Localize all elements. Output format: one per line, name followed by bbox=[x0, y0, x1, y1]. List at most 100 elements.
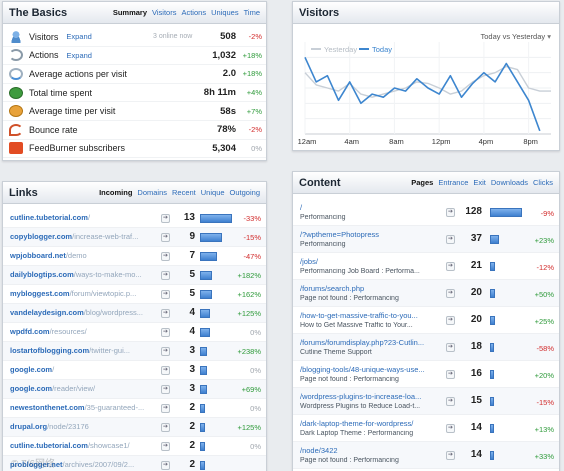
dropdown-arrow-icon: ▾ bbox=[547, 32, 551, 41]
page-url-link[interactable]: /wordpress-plugins-to-increase-loa... bbox=[300, 392, 422, 401]
page-url-link[interactable]: /?wptheme=Photopress bbox=[300, 230, 380, 239]
page-url-link[interactable]: /forums/search.php bbox=[300, 284, 365, 293]
referrer-link[interactable]: dailyblogtips.com/ways-to-make-mo... bbox=[10, 270, 158, 279]
page-url-link[interactable]: /blogging-tools/48-unique-ways-use... bbox=[300, 365, 425, 374]
open-link-icon[interactable]: ➔ bbox=[161, 404, 170, 413]
x-tick-label: 8am bbox=[389, 137, 404, 146]
tab-domains[interactable]: Domains bbox=[137, 188, 167, 197]
tab-actions[interactable]: Actions bbox=[181, 8, 207, 17]
open-link-icon[interactable]: ➔ bbox=[446, 343, 455, 352]
open-link-icon[interactable]: ➔ bbox=[161, 233, 170, 242]
referrer-domain: mybloggest.com bbox=[10, 289, 70, 298]
page-url-link[interactable]: /how-to-get-massive-traffic-to-you... bbox=[300, 311, 418, 320]
referrer-link[interactable]: vandelaydesign.com/blog/wordpress... bbox=[10, 308, 158, 317]
open-link-icon[interactable]: ➔ bbox=[161, 309, 170, 318]
page-url-link[interactable]: /dark-laptop-theme-for-wordpress/ bbox=[300, 419, 414, 428]
referrer-link[interactable]: wpdfd.com/resources/ bbox=[10, 327, 158, 336]
referrer-link[interactable]: google.com/ bbox=[10, 365, 158, 374]
tab-summary[interactable]: Summary bbox=[112, 8, 148, 17]
content-title: Content bbox=[299, 176, 341, 189]
open-link-icon[interactable]: ➔ bbox=[446, 397, 455, 406]
referrer-path: /blog/wordpress... bbox=[83, 308, 143, 317]
open-link-icon[interactable]: ➔ bbox=[161, 461, 170, 470]
content-row: /forums/search.php Page not found : Perfo… bbox=[293, 280, 559, 307]
links-tabs: Incoming Domains Recent Unique Outgoing bbox=[99, 188, 260, 197]
referrer-path: /forum/viewtopic.p... bbox=[69, 289, 137, 298]
link-row: mybloggest.com/forum/viewtopic.p... ➔ 5 +16… bbox=[3, 285, 266, 304]
open-link-icon[interactable]: ➔ bbox=[446, 289, 455, 298]
open-link-icon[interactable]: ➔ bbox=[446, 235, 455, 244]
open-link-icon[interactable]: ➔ bbox=[161, 385, 170, 394]
tab-unique[interactable]: Unique bbox=[200, 188, 225, 197]
change-percent: +125% bbox=[237, 423, 261, 432]
tab-time[interactable]: Time bbox=[243, 8, 260, 17]
referrer-domain: vandelaydesign.com bbox=[10, 308, 84, 317]
page-url-link[interactable]: /node/3422 bbox=[300, 446, 338, 455]
open-link-icon[interactable]: ➔ bbox=[446, 451, 455, 460]
referrer-link[interactable]: drupal.org/node/23176 bbox=[10, 422, 158, 431]
tab-incoming[interactable]: Incoming bbox=[99, 188, 133, 197]
link-count-bar bbox=[200, 347, 208, 356]
basics-row: Average time per visit 58s +7% bbox=[3, 102, 266, 121]
open-link-icon[interactable]: ➔ bbox=[446, 262, 455, 271]
period-selector[interactable]: Today vs Yesterday ▾ bbox=[481, 32, 552, 41]
expand-link[interactable]: Expand bbox=[66, 32, 92, 42]
link-row: dailyblogtips.com/ways-to-make-mo... ➔ 5 +1… bbox=[3, 266, 266, 285]
referrer-link[interactable]: newestonthenet.com/35-guaranteed-... bbox=[10, 403, 158, 412]
referrer-path: /reader/view/ bbox=[52, 384, 96, 393]
tab-pages[interactable]: Pages bbox=[411, 178, 434, 187]
open-link-icon[interactable]: ➔ bbox=[446, 208, 455, 217]
referrer-link[interactable]: problogger.net/archives/2007/09/2... bbox=[10, 460, 158, 469]
open-link-icon[interactable]: ➔ bbox=[161, 442, 170, 451]
referrer-path: /35-guaranteed-... bbox=[84, 403, 145, 412]
tab-visitors[interactable]: Visitors bbox=[152, 8, 177, 17]
referrer-link[interactable]: google.com/reader/view/ bbox=[10, 384, 158, 393]
tab-entrance[interactable]: Entrance bbox=[438, 178, 469, 187]
open-link-icon[interactable]: ➔ bbox=[161, 271, 170, 280]
tab-recent[interactable]: Recent bbox=[172, 188, 196, 197]
content-tabs: Pages Entrance Exit Downloads Clicks bbox=[411, 178, 553, 187]
link-row: vandelaydesign.com/blog/wordpress... ➔ 4 +1… bbox=[3, 304, 266, 323]
referrer-link[interactable]: mybloggest.com/forum/viewtopic.p... bbox=[10, 289, 158, 298]
tab-uniques[interactable]: Uniques bbox=[211, 8, 239, 17]
page-url-link[interactable]: / bbox=[300, 203, 303, 212]
basics-label: Total time spent bbox=[29, 87, 93, 98]
referrer-link[interactable]: wpjobboard.net/demo bbox=[10, 251, 158, 260]
referrer-link[interactable]: cutline.tubetorial.com/ bbox=[10, 213, 158, 222]
visitors-header: Visitors bbox=[293, 2, 559, 24]
open-link-icon[interactable]: ➔ bbox=[446, 370, 455, 379]
tab-clicks[interactable]: Clicks bbox=[533, 178, 553, 187]
content-row: /?wptheme=Photopress Performancing ➔ 37 +23% bbox=[293, 226, 559, 253]
page-count: 128 bbox=[465, 206, 482, 217]
basics-value: 508 bbox=[220, 31, 236, 43]
bounce-icon bbox=[9, 123, 23, 136]
open-link-icon[interactable]: ➔ bbox=[161, 328, 170, 337]
open-link-icon[interactable]: ➔ bbox=[161, 214, 170, 223]
open-link-icon[interactable]: ➔ bbox=[161, 252, 170, 261]
open-link-icon[interactable]: ➔ bbox=[446, 316, 455, 325]
referrer-domain: wpjobboard.net bbox=[10, 251, 66, 260]
open-link-icon[interactable]: ➔ bbox=[446, 424, 455, 433]
tab-downloads[interactable]: Downloads bbox=[490, 178, 528, 187]
page-url-link[interactable]: /jobs/ bbox=[300, 257, 318, 266]
period-selector-label: Today vs Yesterday bbox=[480, 32, 546, 41]
referrer-path: / bbox=[52, 365, 55, 374]
open-link-icon[interactable]: ➔ bbox=[161, 347, 170, 356]
x-tick-label: 12am bbox=[298, 137, 317, 146]
referrer-link[interactable]: cutline.tubetorial.com/showcase1/ bbox=[10, 441, 158, 450]
page-url-link[interactable]: /forums/forumdisplay.php?23-Cutlin... bbox=[300, 338, 425, 347]
page-count: 20 bbox=[470, 314, 482, 325]
change-percent: -47% bbox=[243, 252, 261, 261]
referrer-link[interactable]: lostartofblogging.com/twitter-gui... bbox=[10, 346, 158, 355]
referrer-path: / bbox=[87, 213, 91, 222]
open-link-icon[interactable]: ➔ bbox=[161, 366, 170, 375]
open-link-icon[interactable]: ➔ bbox=[161, 423, 170, 432]
tab-outgoing[interactable]: Outgoing bbox=[229, 188, 260, 197]
expand-link[interactable]: Expand bbox=[66, 50, 92, 60]
basics-row: Average actions per visit 2.0 +18% bbox=[3, 65, 266, 84]
x-tick-label: 4am bbox=[344, 137, 359, 146]
open-link-icon[interactable]: ➔ bbox=[161, 290, 170, 299]
tab-exit[interactable]: Exit bbox=[473, 178, 486, 187]
referrer-link[interactable]: copyblogger.com/increase-web-traf... bbox=[10, 232, 158, 241]
online-now-text: 3 online now bbox=[153, 33, 193, 41]
